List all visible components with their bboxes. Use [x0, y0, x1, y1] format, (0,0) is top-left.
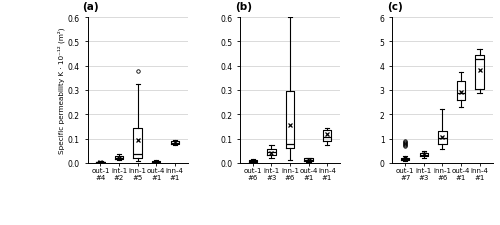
Text: (a): (a): [82, 2, 99, 12]
Text: (c): (c): [387, 2, 403, 12]
Y-axis label: Specific permeability K · 10⁻¹² (m²): Specific permeability K · 10⁻¹² (m²): [58, 28, 65, 153]
Text: (b): (b): [235, 2, 252, 12]
